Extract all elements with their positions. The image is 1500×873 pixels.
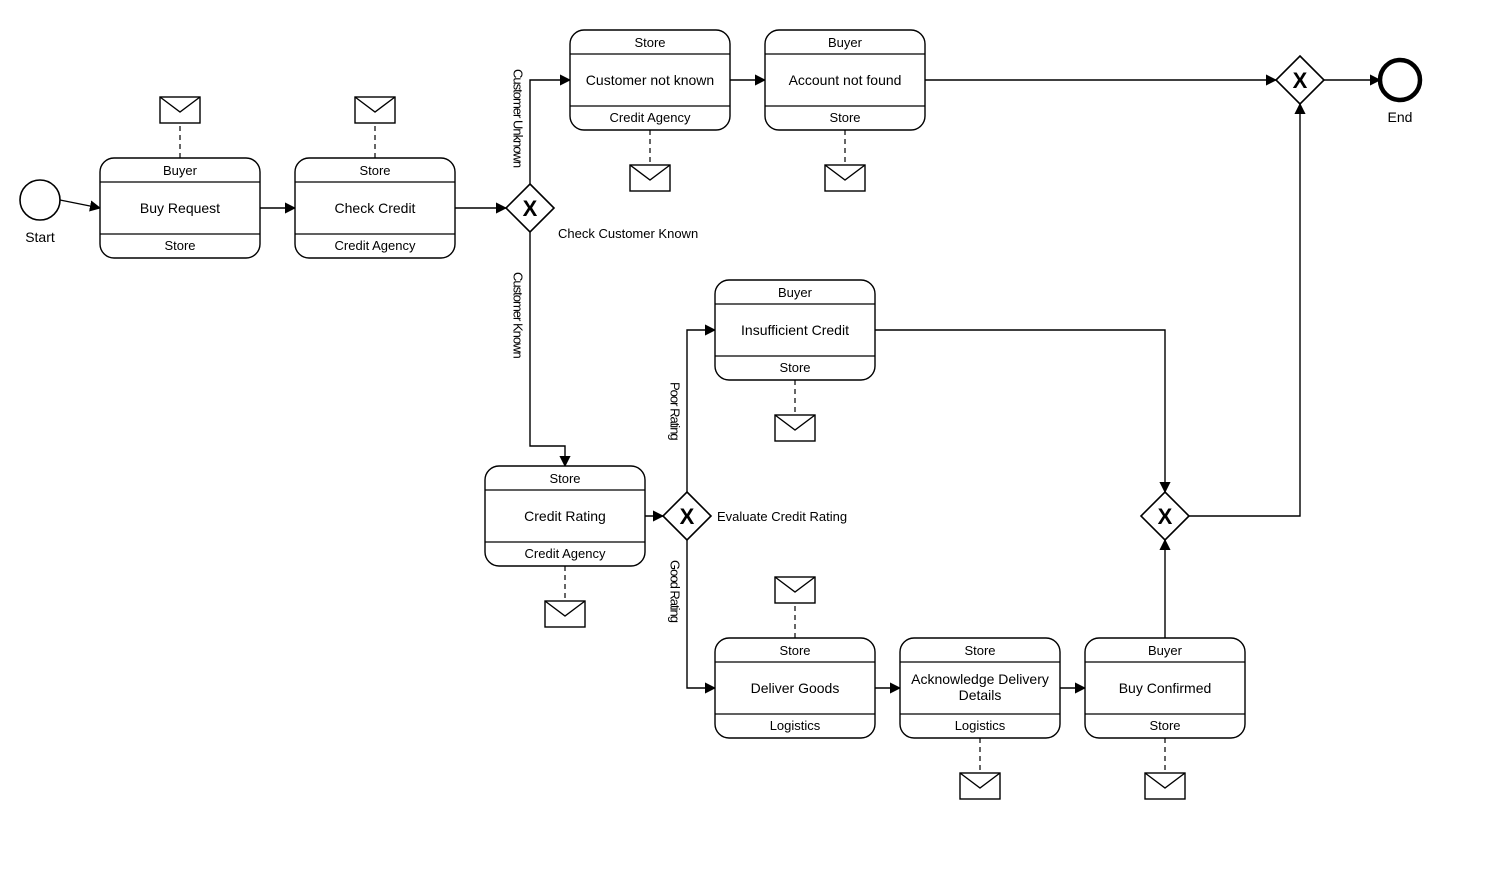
svg-text:Poor Rating: Poor Rating bbox=[668, 382, 683, 440]
svg-text:Buyer: Buyer bbox=[828, 35, 863, 50]
svg-text:Store: Store bbox=[549, 471, 580, 486]
svg-text:X: X bbox=[1293, 68, 1308, 93]
svg-text:Buyer: Buyer bbox=[778, 285, 813, 300]
svg-text:X: X bbox=[680, 504, 695, 529]
svg-text:Credit Agency: Credit Agency bbox=[335, 238, 416, 253]
svg-text:Credit Rating: Credit Rating bbox=[524, 508, 606, 524]
svg-text:Credit Agency: Credit Agency bbox=[610, 110, 691, 125]
task-t9: Buyer Buy Confirmed Store bbox=[1085, 638, 1245, 799]
gateway-label-g1: Check Customer Known bbox=[558, 226, 698, 241]
svg-text:Acknowledge Delivery: Acknowledge Delivery bbox=[911, 671, 1049, 687]
end-event bbox=[1380, 60, 1420, 100]
svg-text:Good Rating: Good Rating bbox=[668, 560, 683, 623]
svg-text:Details: Details bbox=[959, 687, 1002, 703]
task-t4: Buyer Account not found Store bbox=[765, 30, 925, 191]
start-event bbox=[20, 180, 60, 220]
svg-text:Credit Agency: Credit Agency bbox=[525, 546, 606, 561]
svg-text:Store: Store bbox=[964, 643, 995, 658]
svg-text:Buyer: Buyer bbox=[163, 163, 198, 178]
svg-text:Buy Confirmed: Buy Confirmed bbox=[1119, 680, 1212, 696]
svg-text:Store: Store bbox=[829, 110, 860, 125]
task-t5: Store Credit Rating Credit Agency bbox=[485, 466, 645, 627]
svg-text:Logistics: Logistics bbox=[955, 718, 1006, 733]
svg-text:X: X bbox=[523, 196, 538, 221]
svg-text:X: X bbox=[1158, 504, 1173, 529]
svg-text:Customer Known: Customer Known bbox=[511, 272, 526, 358]
svg-text:Store: Store bbox=[779, 643, 810, 658]
gateway-label-g2: Evaluate Credit Rating bbox=[717, 509, 847, 524]
gateway-g2: X bbox=[663, 492, 711, 540]
task-t8: Store Acknowledge DeliveryDetails Logistic… bbox=[900, 638, 1060, 799]
bpmn-diagram: Buyer Buy Request Store Store Check Credit Cr… bbox=[0, 0, 1500, 873]
svg-text:Customer Unknown: Customer Unknown bbox=[511, 69, 526, 168]
svg-text:Store: Store bbox=[1149, 718, 1180, 733]
svg-text:Check Credit: Check Credit bbox=[335, 200, 416, 216]
gateway-g4: X bbox=[1276, 56, 1324, 104]
gateway-g3: X bbox=[1141, 492, 1189, 540]
svg-text:Store: Store bbox=[634, 35, 665, 50]
task-t6: Buyer Insufficient Credit Store bbox=[715, 280, 875, 441]
svg-text:Store: Store bbox=[359, 163, 390, 178]
svg-text:Insufficient Credit: Insufficient Credit bbox=[741, 322, 849, 338]
task-t2: Store Check Credit Credit Agency bbox=[295, 97, 455, 258]
gateway-g1: X bbox=[506, 184, 554, 232]
task-t3: Store Customer not known Credit Agency bbox=[570, 30, 730, 191]
end-label: End bbox=[1388, 109, 1413, 125]
svg-text:Deliver Goods: Deliver Goods bbox=[751, 680, 840, 696]
svg-text:Logistics: Logistics bbox=[770, 718, 821, 733]
task-t7: Store Deliver Goods Logistics bbox=[715, 577, 875, 738]
task-t1: Buyer Buy Request Store bbox=[100, 97, 260, 258]
svg-text:Account not found: Account not found bbox=[789, 72, 902, 88]
svg-text:Customer not known: Customer not known bbox=[586, 72, 714, 88]
svg-text:Store: Store bbox=[164, 238, 195, 253]
svg-text:Store: Store bbox=[779, 360, 810, 375]
svg-text:Buyer: Buyer bbox=[1148, 643, 1183, 658]
start-label: Start bbox=[25, 229, 55, 245]
svg-text:Buy Request: Buy Request bbox=[140, 200, 220, 216]
